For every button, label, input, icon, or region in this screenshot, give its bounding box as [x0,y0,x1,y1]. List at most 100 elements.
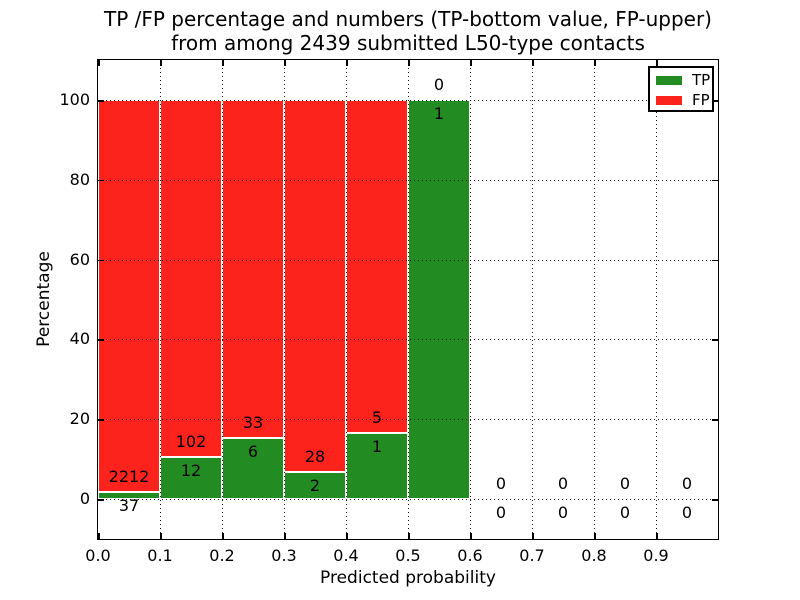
y-tick-right [712,499,718,501]
x-tick-top [346,60,348,66]
v-gridline-0.1 [160,60,161,539]
v-gridline-0.9 [656,60,657,539]
bar-segment-fp-4 [346,100,408,433]
fp-count-label-3: 28 [304,447,326,467]
y-tick-left [98,419,104,421]
fp-count-label-4: 5 [371,407,383,427]
fp-count-label-8: 0 [619,474,631,493]
tp-color-swatch [656,75,682,85]
y-tick-label-80: 80 [69,169,90,189]
v-gridline-0.3 [284,60,285,539]
legend: TP FP [648,66,714,112]
x-tick-top [656,60,658,66]
fp-count-label-2: 33 [242,412,264,432]
fp-count-label-1: 102 [175,432,207,451]
y-tick-label-100: 100 [59,90,90,109]
bar-segment-tp-4 [346,432,408,499]
fp-count-label-7: 0 [557,474,569,493]
x-tick-top [594,60,596,66]
x-tick-top [284,60,286,66]
v-gridline-0.7 [532,60,533,539]
tp-count-label-5: 1 [433,104,445,123]
bar-segment-tp-5 [408,100,470,499]
y-tick-label-40: 40 [69,329,90,349]
legend-item-tp: TP [650,72,710,88]
x-tick-bottom [470,533,472,539]
x-tick-bottom [408,533,410,539]
fp-count-label-5: 0 [433,75,445,94]
y-tick-right [712,339,718,341]
chart-title-line2: from among 2439 submitted L50-type conta… [171,31,645,55]
y-tick-right [712,259,718,262]
tp-count-label-2: 6 [247,441,259,461]
v-gridline-0.2 [222,60,223,539]
tp-count-label-9: 0 [681,503,693,522]
bar-segment-fp-1 [160,100,222,457]
bar-segment-fp-3 [284,100,346,473]
plot-area: 2212 37 102 12 33 6 28 2 5 1 0 1 0 0 0 0 0 0 0 0 TP FP [97,59,719,540]
y-tick-left [98,499,104,501]
bar-segment-fp-2 [222,100,284,438]
chart-title-line1: TP /FP percentage and numbers (TP-bottom… [104,7,712,31]
x-tick-bottom [284,533,286,539]
v-gridline-0.6 [470,60,471,539]
x-tick-top [470,60,472,66]
fp-color-swatch [656,95,682,105]
x-axis-label: Predicted probability [320,568,496,588]
v-gridline-0.4 [346,60,347,539]
x-tick-bottom [532,533,534,539]
x-tick-bottom [160,533,162,539]
bar-segment-tp-3 [284,472,346,499]
x-tick-label-0.0: 0.0 [85,546,111,565]
x-tick-top [160,60,162,66]
x-tick-top [532,60,534,66]
tp-count-label-7: 0 [557,503,569,522]
tp-count-label-6: 0 [495,503,507,522]
tp-count-label-0: 37 [118,496,140,516]
y-tick-right [712,419,718,421]
x-tick-label-0.3: 0.3 [271,546,297,565]
x-tick-bottom [98,533,100,539]
x-tick-top [408,60,410,66]
x-tick-bottom [222,533,224,539]
x-tick-top [98,60,100,66]
x-tick-label-0.2: 0.2 [209,546,235,565]
y-tick-left [98,179,104,182]
x-tick-label-0.4: 0.4 [333,546,359,565]
v-gridline-0.8 [594,60,595,539]
y-tick-label-60: 60 [69,249,90,269]
legend-label-fp: FP [692,91,710,109]
y-tick-label-20: 20 [69,409,90,429]
legend-item-fp: FP [650,92,710,108]
x-tick-label-0.5: 0.5 [395,546,421,565]
fp-count-label-0: 2212 [108,467,150,487]
fp-count-label-6: 0 [495,474,507,493]
tp-count-label-1: 12 [180,461,202,480]
chart-title: TP /FP percentage and numbers (TP-bottom… [98,7,718,55]
y-tick-left [98,339,104,341]
tp-count-label-3: 2 [309,476,321,496]
y-tick-left [98,259,104,262]
x-tick-bottom [594,533,596,539]
tp-count-label-4: 1 [371,436,383,456]
bar-segment-tp-0 [98,492,160,499]
legend-label-tp: TP [692,71,711,89]
y-tick-right [712,100,718,102]
x-tick-label-0.7: 0.7 [519,546,545,565]
y-tick-right [712,179,718,182]
bar-segment-tp-1 [160,457,222,499]
v-gridline-0.5 [408,60,409,539]
x-tick-bottom [346,533,348,539]
bar-segment-fp-0 [98,100,160,493]
x-tick-label-0.6: 0.6 [457,546,483,565]
tp-count-label-8: 0 [619,503,631,522]
fp-count-label-9: 0 [681,474,693,493]
y-tick-left [98,100,104,102]
x-tick-label-0.1: 0.1 [147,546,173,565]
x-tick-label-0.9: 0.9 [643,546,669,565]
y-tick-label-0: 0 [79,489,90,508]
x-tick-label-0.8: 0.8 [581,546,607,565]
x-tick-top [222,60,224,66]
x-tick-bottom [656,533,658,539]
